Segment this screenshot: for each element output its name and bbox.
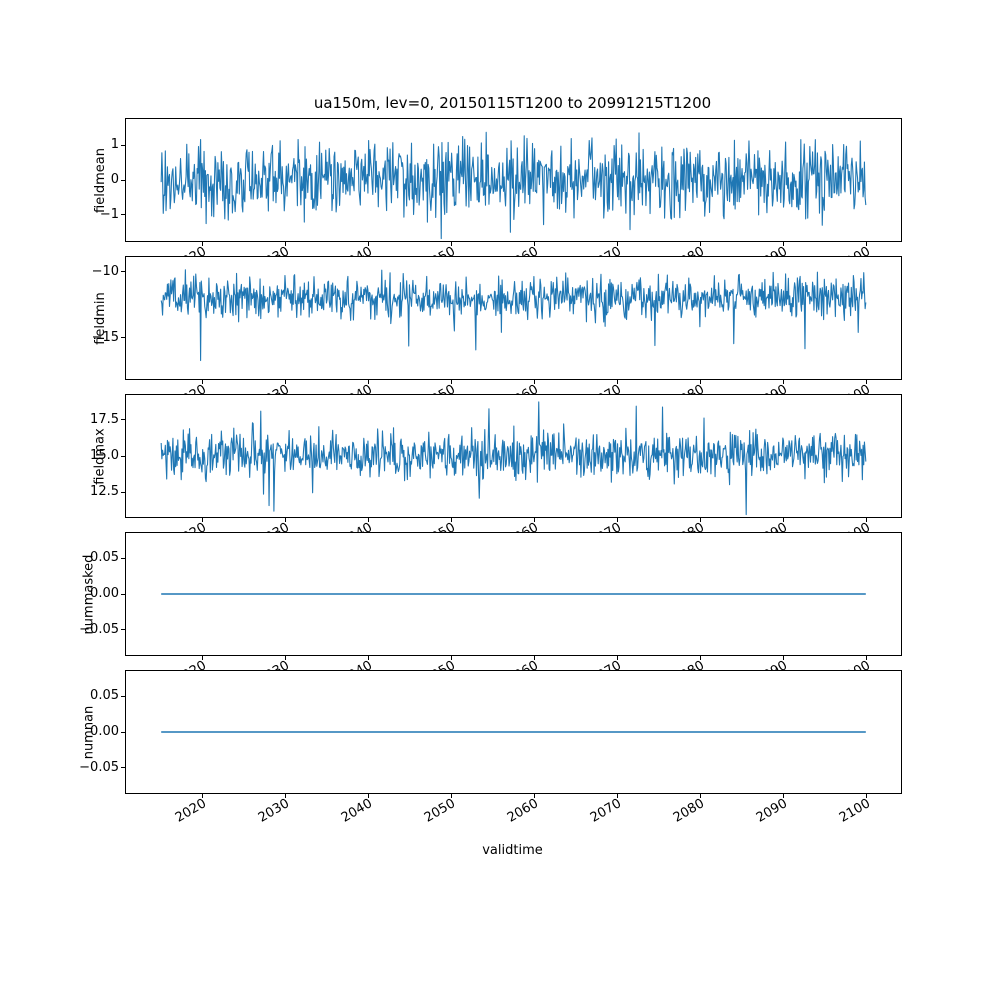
subplot-fieldmax: fieldmax 17.515.012.52020203020402050206… <box>90 394 902 550</box>
subplot-nummasked: nummasked 0.050.00−0.0520202030204020502… <box>79 532 902 688</box>
y-tick-mark <box>121 557 125 559</box>
y-tick-label: −1 <box>99 206 119 222</box>
y-tick-label: 0.05 <box>90 688 119 704</box>
x-tick-label: 2090 <box>754 796 791 826</box>
x-tick-mark <box>782 518 784 522</box>
x-tick-mark <box>533 794 535 798</box>
data-line <box>160 269 867 362</box>
y-tick-mark <box>121 695 125 697</box>
line-plot <box>161 731 866 733</box>
x-tick-mark <box>284 380 286 384</box>
y-tick-label: 15.0 <box>90 448 119 463</box>
y-tick-mark <box>121 337 125 339</box>
x-tick-label: 2080 <box>671 796 708 826</box>
x-tick-mark <box>450 380 452 384</box>
x-tick-mark <box>616 656 618 660</box>
x-tick-mark <box>533 380 535 384</box>
y-tick-label: −0.05 <box>79 759 119 775</box>
y-tick-label: 1 <box>110 137 119 153</box>
x-tick-mark <box>865 380 867 384</box>
x-tick-label: 2030 <box>256 796 293 826</box>
x-tick-mark <box>699 242 701 246</box>
x-tick-mark <box>450 518 452 522</box>
x-tick-label: 2020 <box>173 796 210 826</box>
x-tick-label: 2060 <box>505 796 542 826</box>
x-tick-mark <box>284 242 286 246</box>
line-plot <box>160 401 867 516</box>
x-tick-mark <box>699 794 701 798</box>
x-tick-mark <box>201 656 203 660</box>
y-tick-label: 12.5 <box>90 484 119 500</box>
x-tick-mark <box>616 380 618 384</box>
data-line <box>160 131 867 240</box>
x-tick-mark <box>284 518 286 522</box>
y-tick-mark <box>121 214 125 216</box>
x-tick-mark <box>201 242 203 246</box>
y-tick-label: 0.00 <box>90 586 119 601</box>
x-tick-mark <box>616 794 618 798</box>
x-tick-mark <box>201 518 203 522</box>
x-tick-label: 2050 <box>422 796 459 826</box>
x-tick-mark <box>450 794 452 798</box>
x-tick-mark <box>367 518 369 522</box>
x-tick-mark <box>367 794 369 798</box>
x-axis-label: validtime <box>482 843 543 858</box>
x-tick-mark <box>782 242 784 246</box>
x-tick-mark <box>533 656 535 660</box>
x-tick-mark <box>616 518 618 522</box>
x-tick-mark <box>865 242 867 246</box>
y-tick-mark <box>121 731 125 733</box>
x-tick-mark <box>865 518 867 522</box>
x-tick-mark <box>367 242 369 246</box>
line-plot <box>160 131 867 240</box>
x-tick-mark <box>782 380 784 384</box>
x-tick-mark <box>367 380 369 384</box>
subplot-numnan: numnan 0.05 0.00 −0.05 2020 2030 2040 2050 2060… <box>79 670 902 826</box>
x-tick-mark <box>201 380 203 384</box>
x-tick-mark <box>201 794 203 798</box>
y-tick-label: −10 <box>91 263 119 279</box>
y-tick-mark <box>121 271 125 273</box>
y-tick-label: 0.00 <box>90 724 119 739</box>
y-tick-mark <box>121 767 125 769</box>
x-tick-mark <box>450 242 452 246</box>
x-tick-mark <box>699 518 701 522</box>
x-tick-mark <box>616 242 618 246</box>
x-tick-mark <box>865 794 867 798</box>
y-tick-label: 17.5 <box>90 411 119 427</box>
subplot-fieldmin: fieldmin −10−152020203020402050206020702… <box>92 256 902 412</box>
data-line <box>160 401 867 516</box>
subplot-fieldmean: fieldmean 10−120202030204020502060207020… <box>93 118 902 274</box>
x-tick-label: 2040 <box>339 796 376 826</box>
y-tick-mark <box>121 593 125 595</box>
x-tick-mark <box>533 242 535 246</box>
x-tick-label: 2070 <box>588 796 625 826</box>
chart-title: ua150m, lev=0, 20150115T1200 to 20991215… <box>313 94 712 112</box>
x-tick-mark <box>284 794 286 798</box>
x-tick-mark <box>782 794 784 798</box>
y-tick-mark <box>121 491 125 493</box>
y-tick-mark <box>121 455 125 457</box>
y-tick-mark <box>121 144 125 146</box>
x-tick-label: 2100 <box>836 796 874 826</box>
line-plot <box>161 593 866 595</box>
line-plot <box>160 269 867 362</box>
x-tick-mark <box>699 656 701 660</box>
x-tick-mark <box>284 656 286 660</box>
x-tick-mark <box>782 656 784 660</box>
y-tick-label: −15 <box>91 329 119 345</box>
x-tick-mark <box>533 518 535 522</box>
y-tick-mark <box>121 419 125 421</box>
x-tick-mark <box>450 656 452 660</box>
y-tick-label: 0 <box>110 172 119 187</box>
y-tick-label: 0.05 <box>90 550 119 566</box>
y-tick-mark <box>121 629 125 631</box>
y-tick-label: −0.05 <box>79 621 119 637</box>
x-tick-mark <box>865 656 867 660</box>
x-tick-mark <box>367 656 369 660</box>
y-tick-mark <box>121 179 125 181</box>
x-tick-mark <box>699 380 701 384</box>
